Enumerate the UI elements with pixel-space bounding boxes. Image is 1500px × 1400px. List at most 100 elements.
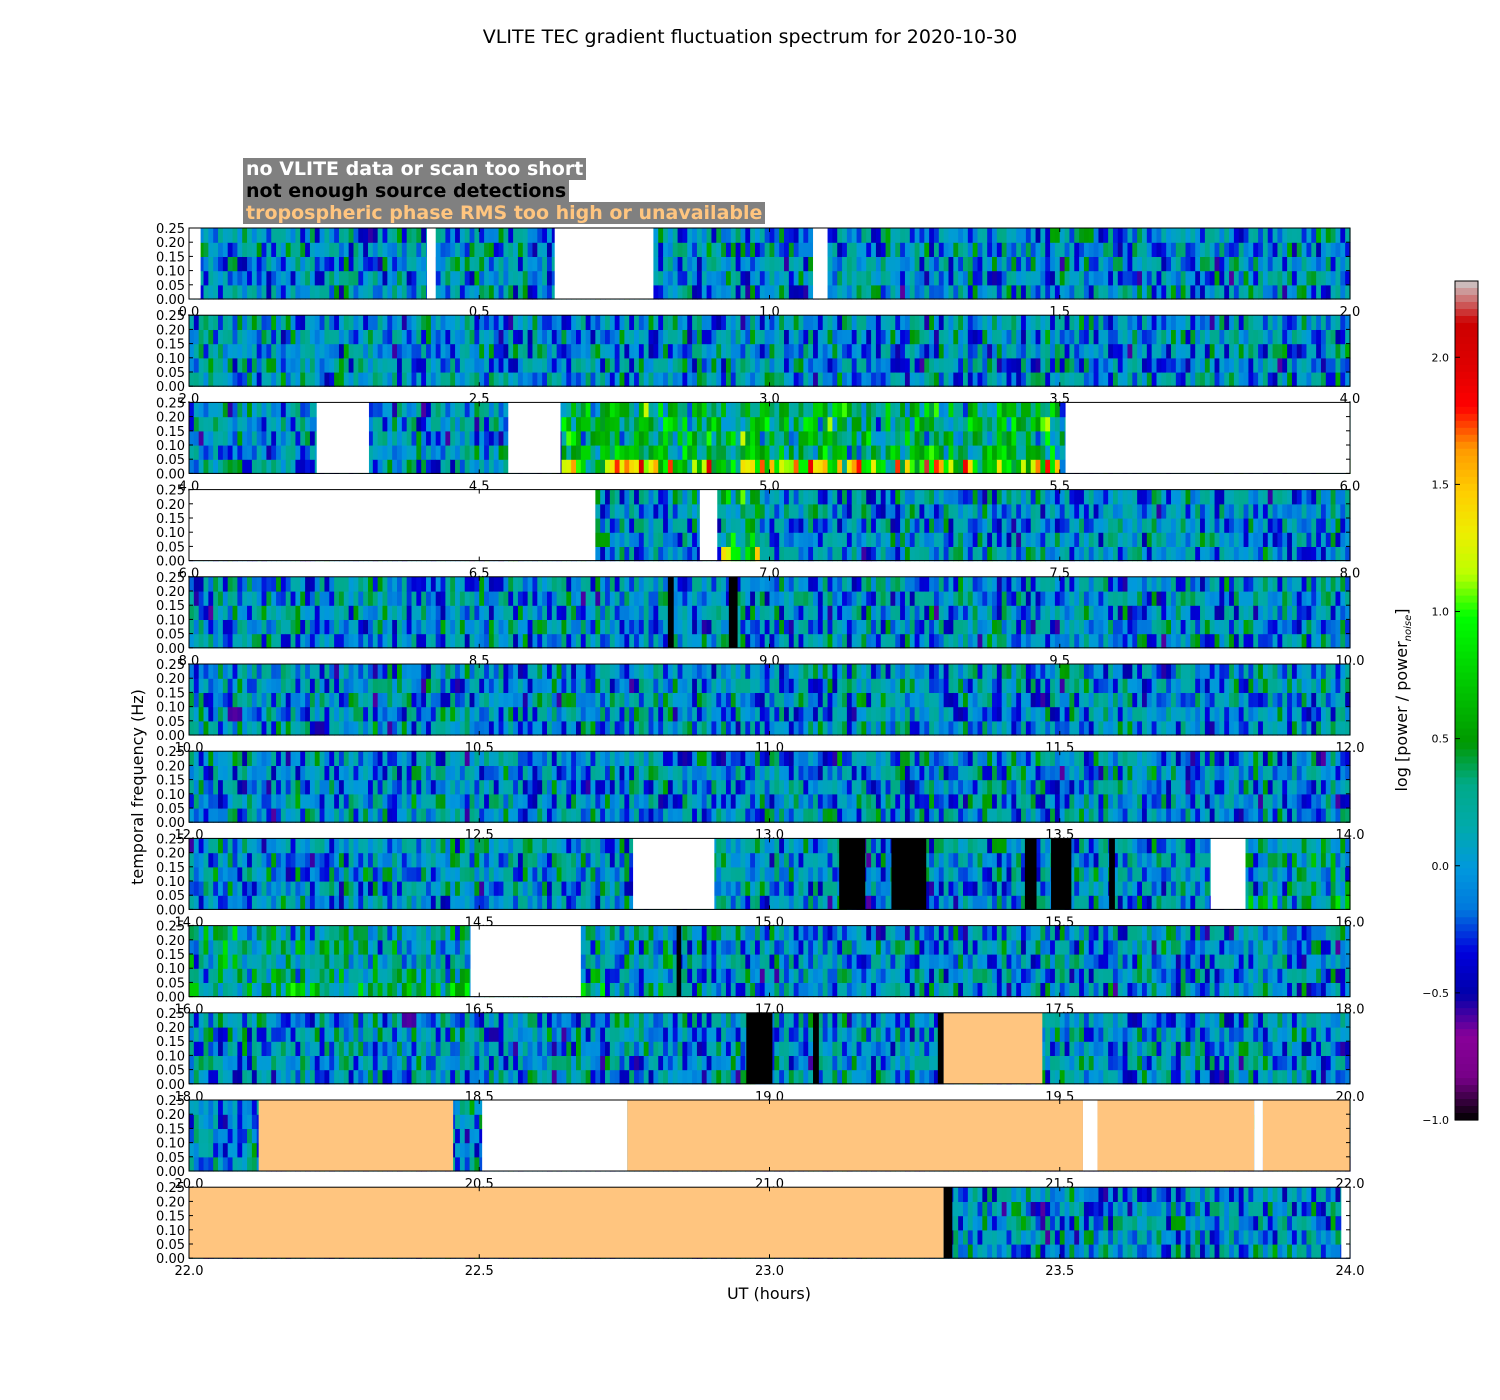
flag-tropo (1097, 1100, 1255, 1171)
flag-nodata (316, 402, 369, 474)
y-tick-label: 0.25 (156, 309, 185, 324)
colorbar-label-subscript: noise (1403, 615, 1414, 642)
y-tick-label: 0.10 (156, 1049, 185, 1064)
flag-nodet (1109, 838, 1115, 910)
y-tick-label: 0.00 (156, 1252, 185, 1267)
flag-nodata (427, 228, 436, 299)
legend-no-detections: not enough source detections (243, 180, 570, 202)
legend-tropospheric: tropospheric phase RMS too high or unava… (243, 202, 766, 224)
y-tick-label: 0.25 (156, 484, 185, 499)
y-tick-label: 0.05 (156, 976, 185, 991)
y-tick-label: 0.10 (156, 265, 185, 280)
flag-nodata (1341, 1187, 1350, 1259)
flag-nodet (728, 576, 738, 648)
panel-11: 0.000.050.100.150.200.25 22.0 22.5 23.0 23.5… (156, 1181, 1364, 1279)
chart-title: VLITE TEC gradient fluctuation spectrum … (483, 26, 1017, 48)
y-tick-label: 0.00 (156, 903, 185, 918)
y-tick-label: 0.25 (156, 745, 185, 760)
colorbar-tick-label: 0.5 (1432, 733, 1450, 746)
y-tick-label: 0.10 (156, 1224, 185, 1239)
y-tick-label: 0.00 (156, 642, 185, 657)
y-tick-label: 0.15 (156, 599, 185, 614)
y-tick-label: 0.25 (156, 1007, 185, 1022)
y-tick-label: 0.00 (156, 1165, 185, 1180)
flag-nodata (1065, 402, 1350, 474)
flag-nodata (554, 228, 654, 299)
flag-nodata (470, 925, 581, 997)
y-tick-label: 0.20 (156, 323, 185, 338)
y-tick-label: 0.00 (156, 1078, 185, 1093)
y-tick-label: 0.10 (156, 439, 185, 454)
y-tick-label: 0.05 (156, 628, 185, 643)
flag-tropo (189, 1187, 944, 1259)
flag-nodata (699, 489, 718, 561)
flag-nodet (1024, 838, 1037, 910)
heatmap-cells (189, 751, 1351, 823)
y-tick-label: 0.05 (156, 715, 185, 730)
y-tick-label: 0.10 (156, 701, 185, 716)
x-tick-label: 22.5 (465, 1264, 494, 1279)
y-tick-label: 0.25 (156, 396, 185, 411)
y-tick-label: 0.20 (156, 1021, 185, 1036)
y-tick-label: 0.20 (156, 1108, 185, 1123)
y-tick-label: 0.20 (156, 411, 185, 426)
y-tick-label: 0.05 (156, 540, 185, 555)
y-tick-label: 0.00 (156, 816, 185, 831)
y-tick-label: 0.00 (156, 293, 185, 308)
colorbar-tick-label: 1.5 (1432, 478, 1450, 491)
flag-nodata (633, 838, 715, 910)
flag-nodet (943, 1187, 953, 1259)
y-tick-label: 0.25 (156, 571, 185, 586)
heatmap-cells (189, 228, 1351, 300)
y-tick-label: 0.15 (156, 1122, 185, 1137)
flag-nodata (813, 228, 828, 299)
x-tick-label: 22.0 (175, 1264, 204, 1279)
y-tick-label: 0.25 (156, 1094, 185, 1109)
colorbar-frame (1454, 280, 1479, 1121)
y-tick-label: 0.20 (156, 847, 185, 862)
panel-4: 0.000.050.100.150.200.258.0 8.5 9.0 9.5 10.0 (156, 571, 1364, 669)
y-tick-label: 0.15 (156, 948, 185, 963)
flag-nodata (482, 1100, 628, 1171)
y-tick-label: 0.15 (156, 512, 185, 527)
flag-tropo (627, 1100, 1083, 1171)
y-tick-label: 0.15 (156, 250, 185, 265)
y-tick-label: 0.05 (156, 453, 185, 468)
panel-1: 0.000.050.100.150.200.252.0 2.5 3.0 3.5 4.0 (156, 309, 1360, 407)
y-axis-label: temporal frequency (Hz) (128, 689, 147, 885)
heatmap-cells (189, 838, 1351, 910)
y-tick-label: 0.15 (156, 686, 185, 701)
flag-nodet (746, 1012, 773, 1084)
y-tick-label: 0.25 (156, 920, 185, 935)
colorbar-tick-label: −1.0 (1422, 1114, 1449, 1127)
y-tick-label: 0.00 (156, 555, 185, 570)
y-tick-label: 0.00 (156, 991, 185, 1006)
y-tick-label: 0.05 (156, 1064, 185, 1079)
y-tick-label: 0.20 (156, 498, 185, 513)
colorbar-tick-label: 2.0 (1432, 351, 1450, 364)
y-tick-label: 0.25 (156, 1181, 185, 1196)
y-tick-label: 0.15 (156, 425, 185, 440)
flag-nodet (813, 1012, 819, 1084)
x-tick-label: 23.5 (1045, 1264, 1074, 1279)
flag-nodata (189, 228, 201, 299)
y-tick-label: 0.20 (156, 236, 185, 251)
y-tick-label: 0.10 (156, 962, 185, 977)
y-tick-label: 0.15 (156, 774, 185, 789)
colorbar: −1.0 −0.5 0.0 0.5 1.0 1.5 2.0 (1422, 280, 1479, 1127)
y-tick-label: 0.20 (156, 759, 185, 774)
heatmap-cells (189, 925, 1351, 998)
x-tick-label: 23.0 (755, 1264, 784, 1279)
y-tick-label: 0.00 (156, 380, 185, 395)
y-tick-label: 0.25 (156, 222, 185, 237)
panels-group: 0.000.050.100.150.200.250.0 0.5 1.0 1.5 2.00… (156, 222, 1364, 1279)
y-tick-label: 0.10 (156, 613, 185, 628)
y-tick-label: 0.10 (156, 788, 185, 803)
y-tick-label: 0.05 (156, 802, 185, 817)
y-tick-label: 0.05 (156, 279, 185, 294)
colorbar-label-main: log [power / power (1392, 641, 1411, 792)
